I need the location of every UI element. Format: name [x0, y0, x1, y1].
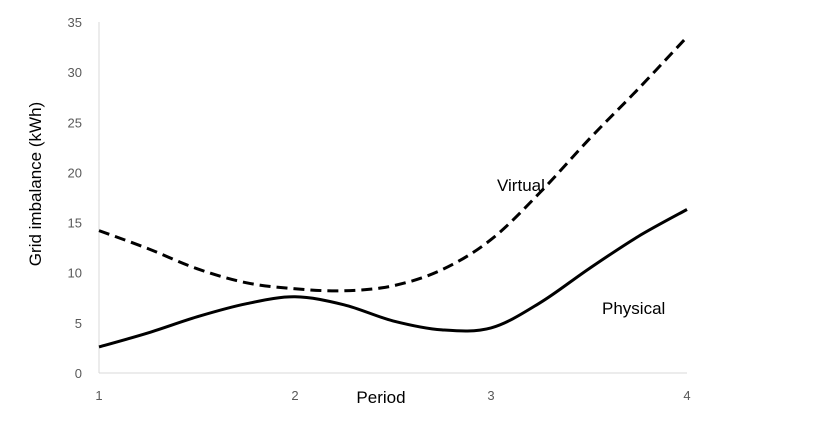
series-line-virtual	[98, 35, 689, 293]
y-tick-label: 5	[75, 316, 82, 331]
x-axis-title: Period	[356, 388, 405, 407]
y-tick-label: 0	[75, 366, 82, 381]
series-label-physical: Physical	[602, 299, 665, 318]
y-tick-label: 30	[68, 65, 82, 80]
x-tick-label: 3	[487, 388, 494, 403]
series-line-physical	[98, 208, 688, 349]
x-tick-label: 2	[291, 388, 298, 403]
y-tick-label: 25	[68, 115, 82, 130]
y-tick-label: 15	[68, 216, 82, 231]
series-lines	[98, 35, 689, 349]
y-tick-label: 10	[68, 266, 82, 281]
y-tick-label: 20	[68, 165, 82, 180]
y-tick-label: 35	[68, 15, 82, 30]
series-label-virtual: Virtual	[497, 176, 545, 195]
y-axis-title: Grid imbalance (kWh)	[26, 102, 45, 266]
x-tick-label: 1	[95, 388, 102, 403]
y-tick-labels: 0 5 10 15 20 25 30 35	[68, 15, 82, 381]
x-tick-label: 4	[683, 388, 690, 403]
x-tick-labels: 1 2 3 4	[95, 388, 690, 403]
